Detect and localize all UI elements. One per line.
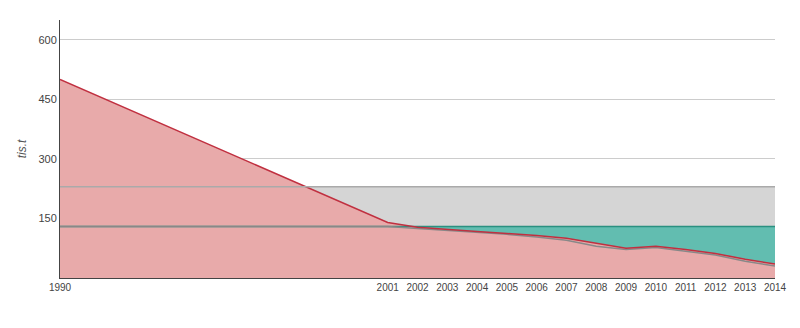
svg-text:2008: 2008 [585,282,608,293]
svg-text:2013: 2013 [734,282,757,293]
svg-text:2012: 2012 [704,282,727,293]
svg-text:1990: 1990 [49,282,72,293]
svg-text:2005: 2005 [496,282,519,293]
svg-text:tis.t: tis.t [15,139,29,158]
svg-text:2001: 2001 [377,282,400,293]
svg-text:2009: 2009 [615,282,638,293]
svg-text:150: 150 [38,212,56,224]
svg-text:2011: 2011 [675,282,697,293]
svg-text:600: 600 [38,34,56,46]
svg-text:2006: 2006 [526,282,549,293]
svg-text:2004: 2004 [466,282,489,293]
svg-text:2002: 2002 [406,282,429,293]
svg-text:2010: 2010 [645,282,668,293]
svg-text:2003: 2003 [436,282,459,293]
svg-text:450: 450 [38,93,56,105]
svg-text:2014: 2014 [764,282,787,293]
svg-text:300: 300 [38,153,56,165]
svg-text:2007: 2007 [555,282,578,293]
